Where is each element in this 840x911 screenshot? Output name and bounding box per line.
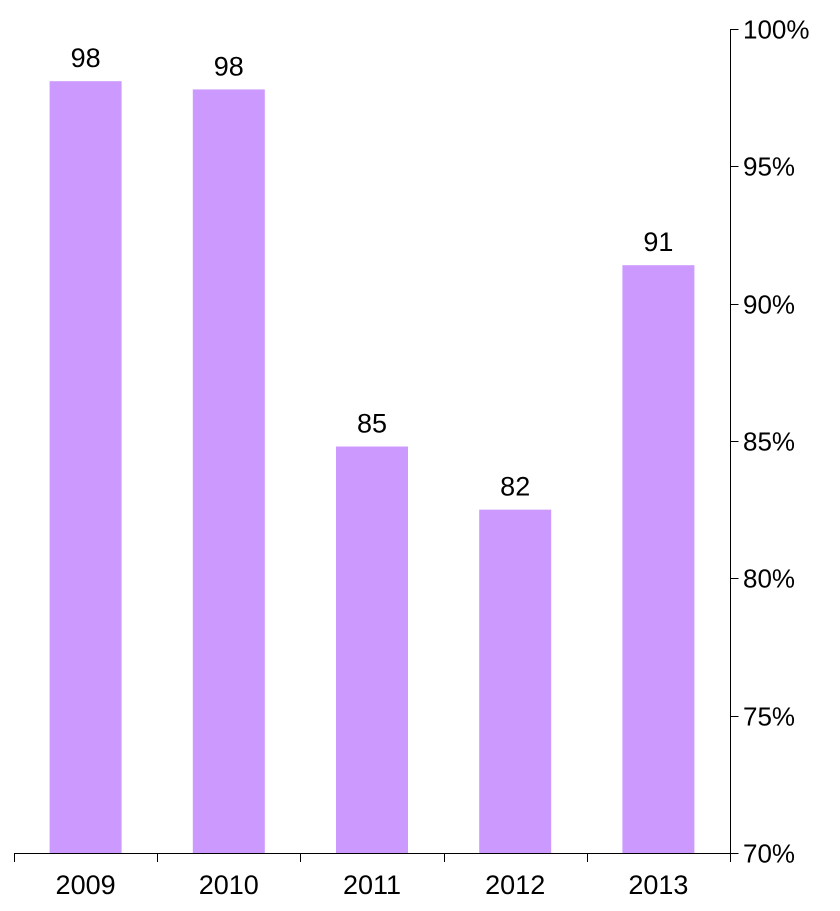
y-tick-label: 80% — [743, 564, 795, 594]
bar-2010 — [192, 89, 265, 854]
bar-2009 — [49, 81, 122, 854]
y-tick-label: 75% — [743, 702, 795, 732]
data-label-2009: 98 — [71, 43, 101, 73]
y-tick-label: 90% — [743, 290, 795, 320]
category-label-2012: 2012 — [485, 870, 545, 900]
category-label-2009: 2009 — [56, 870, 116, 900]
category-label-2013: 2013 — [628, 870, 688, 900]
y-tick-label: 95% — [743, 152, 795, 182]
data-label-2010: 98 — [214, 51, 244, 81]
data-label-2013: 91 — [643, 227, 673, 257]
bar-2013 — [622, 265, 695, 853]
x-axis-tick-labels: 2009 2010 2011 2012 2013 — [56, 870, 689, 900]
y-tick-label: 85% — [743, 427, 795, 457]
category-label-2010: 2010 — [199, 870, 259, 900]
y-tick-label: 70% — [743, 839, 795, 869]
bars-group — [49, 81, 695, 854]
category-label-2011: 2011 — [343, 870, 401, 900]
data-label-2012: 82 — [500, 472, 530, 502]
y-axis-ticks — [730, 29, 739, 854]
data-labels-group: 98 98 85 82 91 — [71, 43, 674, 501]
x-axis-ticks — [14, 853, 731, 862]
data-label-2011: 85 — [357, 408, 387, 438]
bar-2011 — [336, 446, 408, 853]
bar-2012 — [479, 509, 552, 853]
y-tick-label: 100% — [743, 15, 810, 45]
y-axis-tick-labels: 70% 75% 80% 85% 90% 95% 100% — [743, 15, 810, 869]
